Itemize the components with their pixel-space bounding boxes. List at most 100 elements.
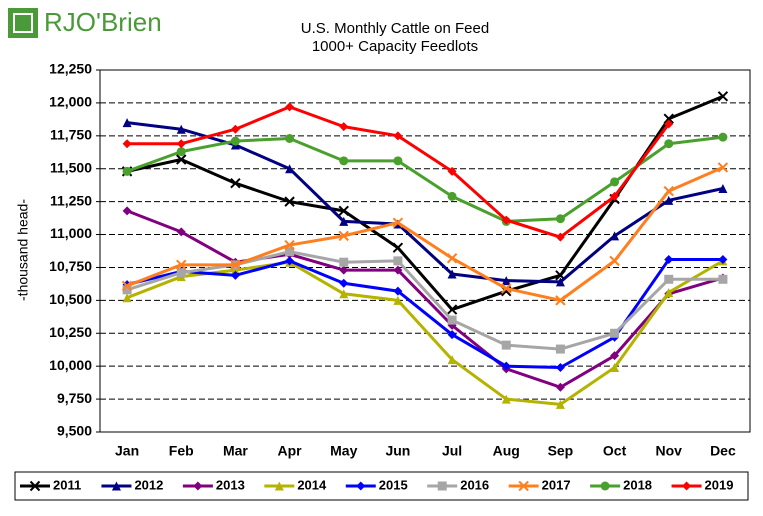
marker — [230, 124, 240, 134]
marker — [447, 355, 457, 365]
marker — [392, 217, 404, 228]
legend-label: 2011 — [53, 477, 81, 492]
y-tick-label: 10,250 — [49, 324, 92, 340]
marker — [610, 328, 620, 338]
marker — [393, 265, 403, 275]
marker — [122, 285, 132, 295]
marker — [682, 481, 692, 491]
marker — [664, 195, 674, 205]
series-line — [126, 135, 724, 223]
marker — [392, 242, 404, 253]
marker — [610, 177, 620, 187]
marker — [284, 239, 295, 251]
marker — [393, 286, 403, 296]
marker — [393, 295, 403, 305]
chart-title: U.S. Monthly Cattle on Feed — [301, 20, 489, 37]
x-tick-label: Jul — [442, 443, 462, 459]
marker — [230, 270, 240, 280]
x-tick-label: Apr — [278, 443, 303, 459]
marker — [718, 255, 728, 265]
legend-label: 2013 — [216, 477, 245, 492]
marker — [610, 191, 620, 201]
legend-label: 2018 — [623, 477, 652, 492]
marker — [274, 481, 284, 491]
marker — [338, 205, 349, 217]
marker — [717, 162, 729, 173]
marker — [285, 102, 295, 112]
marker — [176, 268, 186, 278]
legend-label: 2017 — [542, 477, 571, 492]
marker — [285, 164, 295, 174]
marker — [718, 274, 728, 284]
marker — [555, 362, 565, 372]
marker — [664, 119, 674, 129]
marker — [111, 481, 121, 491]
marker — [230, 136, 240, 146]
marker — [176, 259, 187, 271]
x-tick-label: Oct — [603, 443, 627, 459]
marker — [393, 131, 403, 141]
y-tick-label: 10,750 — [49, 258, 92, 274]
marker — [446, 253, 458, 264]
marker — [555, 295, 566, 306]
marker — [122, 118, 132, 128]
marker — [663, 113, 674, 124]
marker — [501, 394, 511, 404]
marker — [122, 293, 132, 303]
marker — [447, 330, 457, 340]
x-tick-label: Nov — [656, 443, 683, 459]
marker — [610, 362, 620, 372]
marker — [339, 265, 349, 275]
marker — [555, 399, 565, 409]
marker — [555, 232, 565, 242]
marker — [447, 315, 457, 325]
legend-label: 2012 — [134, 477, 163, 492]
marker — [600, 481, 610, 491]
marker — [176, 139, 186, 149]
legend — [14, 471, 749, 501]
x-tick-label: Sep — [548, 443, 574, 459]
marker — [393, 156, 403, 166]
marker — [501, 276, 511, 286]
marker — [176, 147, 186, 157]
logo-icon-detail — [13, 13, 33, 33]
marker — [447, 191, 457, 201]
y-tick-label: 11,250 — [50, 192, 92, 208]
y-tick-label: 12,000 — [49, 94, 92, 110]
marker — [121, 280, 133, 292]
marker — [664, 139, 674, 149]
marker — [610, 351, 620, 361]
marker — [122, 166, 132, 176]
x-tick-label: Jun — [385, 443, 410, 459]
marker — [555, 277, 565, 287]
marker — [230, 259, 241, 271]
marker — [122, 139, 132, 149]
marker — [555, 344, 565, 354]
x-tick-label: Aug — [493, 443, 520, 459]
legend-label: 2019 — [705, 477, 734, 492]
y-tick-label: 9,750 — [57, 390, 92, 406]
series-line — [126, 166, 724, 302]
marker — [338, 230, 349, 242]
marker — [176, 124, 186, 134]
marker — [501, 361, 511, 371]
marker — [437, 481, 447, 491]
y-axis-label: -thousand head- — [15, 199, 31, 301]
legend-label: 2015 — [379, 477, 408, 492]
y-tick-label: 11,000 — [50, 225, 92, 241]
marker — [664, 274, 674, 284]
marker — [447, 166, 457, 176]
marker — [230, 177, 241, 189]
marker — [339, 257, 349, 267]
x-tick-label: Feb — [169, 443, 194, 459]
marker — [718, 132, 728, 142]
marker — [518, 480, 529, 492]
marker — [555, 382, 565, 392]
marker — [501, 340, 511, 350]
y-tick-label: 9,500 — [57, 423, 92, 439]
marker — [664, 255, 674, 265]
marker — [356, 481, 366, 491]
x-tick-label: Jan — [115, 443, 139, 459]
marker — [663, 185, 674, 197]
marker — [718, 183, 728, 193]
